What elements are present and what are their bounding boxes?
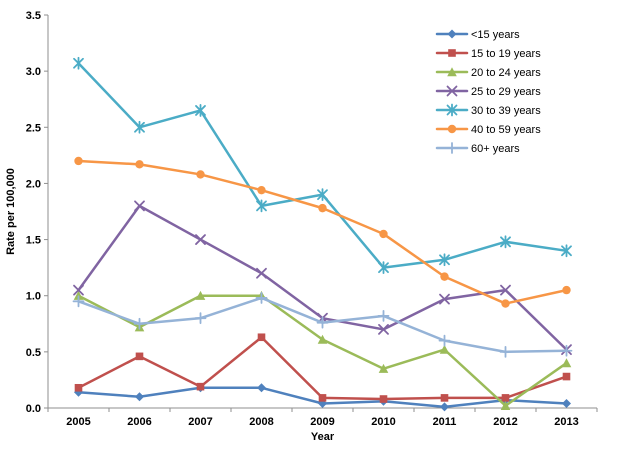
data-point-marker	[378, 324, 389, 335]
x-tick-label: 2012	[493, 416, 517, 428]
y-axis-title: Rate per 100,000	[5, 168, 17, 255]
data-point-marker	[378, 261, 389, 275]
y-tick-label: 2.0	[26, 178, 41, 190]
data-point-marker	[73, 284, 84, 296]
data-point-marker	[377, 310, 390, 322]
y-tick-label: 3.0	[26, 66, 41, 78]
data-point-marker	[562, 285, 571, 295]
data-point-marker	[257, 185, 266, 195]
data-point-marker	[73, 56, 84, 70]
legend-marker	[448, 49, 456, 57]
data-point-marker	[501, 299, 510, 308]
legend-label: 20 to 24 years	[471, 67, 541, 79]
data-point-marker	[74, 156, 83, 166]
legend-marker	[446, 85, 458, 97]
data-point-marker	[438, 334, 451, 347]
data-point-marker	[135, 160, 144, 169]
data-point-marker	[500, 284, 511, 296]
x-tick-label: 2007	[188, 416, 212, 428]
data-point-marker	[318, 394, 327, 402]
data-point-marker	[135, 352, 144, 361]
data-point-marker	[135, 392, 144, 402]
data-point-marker	[316, 316, 329, 329]
data-point-marker	[317, 334, 328, 344]
series-line-15-to-19-years	[77, 336, 568, 401]
data-point-marker	[439, 253, 450, 267]
data-point-marker	[379, 395, 388, 403]
legend-marker	[447, 67, 457, 77]
y-tick-label: 1.5	[26, 235, 41, 247]
data-point-marker	[257, 333, 266, 342]
data-point-marker	[255, 292, 268, 304]
y-tick-label: 2.5	[26, 122, 41, 134]
legend-label: 30 to 39 years	[471, 105, 541, 117]
x-tick-label: 2011	[433, 416, 457, 428]
data-point-marker	[134, 120, 145, 134]
x-tick-label: 2006	[127, 416, 151, 428]
data-point-marker	[134, 200, 145, 212]
data-point-marker	[257, 383, 266, 393]
series-line-40-to-59-years	[77, 159, 568, 305]
data-point-marker	[439, 344, 450, 354]
data-point-marker	[561, 358, 572, 368]
y-tick-label: 0.0	[26, 403, 41, 415]
data-point-marker	[194, 312, 207, 325]
legend-label: 15 to 19 years	[471, 48, 541, 60]
legend-marker	[446, 103, 458, 117]
legend-marker	[447, 124, 457, 134]
data-point-marker	[560, 344, 573, 357]
data-point-marker	[133, 317, 146, 330]
data-point-marker	[440, 394, 449, 402]
data-point-marker	[561, 244, 572, 258]
x-tick-label: 2005	[66, 416, 90, 428]
data-point-marker	[562, 399, 571, 409]
data-point-marker	[256, 267, 267, 279]
legend-label: 25 to 29 years	[471, 86, 541, 98]
data-point-marker	[195, 104, 206, 117]
data-point-marker	[196, 170, 205, 179]
y-tick-label: 0.5	[26, 347, 41, 359]
data-point-marker	[256, 199, 267, 213]
data-point-marker	[318, 203, 327, 213]
data-point-marker	[500, 400, 511, 410]
data-point-marker	[74, 383, 83, 392]
data-point-marker	[440, 272, 449, 281]
data-point-marker	[196, 382, 205, 391]
data-point-marker	[72, 295, 85, 308]
legend-label: <15 years	[471, 29, 520, 41]
data-point-marker	[379, 229, 388, 239]
data-point-marker	[499, 345, 512, 358]
y-tick-label: 1.0	[26, 291, 41, 303]
legend-marker	[447, 29, 457, 39]
legend-label: 40 to 59 years	[471, 124, 541, 136]
x-tick-label: 2008	[249, 416, 273, 428]
data-point-marker	[73, 290, 84, 300]
data-point-marker	[440, 402, 449, 412]
x-tick-label: 2010	[371, 416, 395, 428]
data-point-marker	[378, 363, 389, 373]
data-point-marker	[195, 234, 206, 245]
x-tick-label: 2009	[310, 416, 334, 428]
data-point-marker	[317, 188, 328, 202]
x-tick-label: 2013	[554, 416, 578, 428]
legend-marker	[446, 142, 458, 154]
y-tick-label: 3.5	[26, 10, 41, 22]
legend-label: 60+ years	[471, 143, 520, 155]
data-point-marker	[500, 235, 511, 249]
x-axis-title: Year	[311, 431, 335, 443]
data-point-marker	[195, 290, 206, 300]
data-point-marker	[439, 293, 450, 305]
data-point-marker	[562, 372, 571, 381]
data-point-marker	[501, 394, 510, 402]
